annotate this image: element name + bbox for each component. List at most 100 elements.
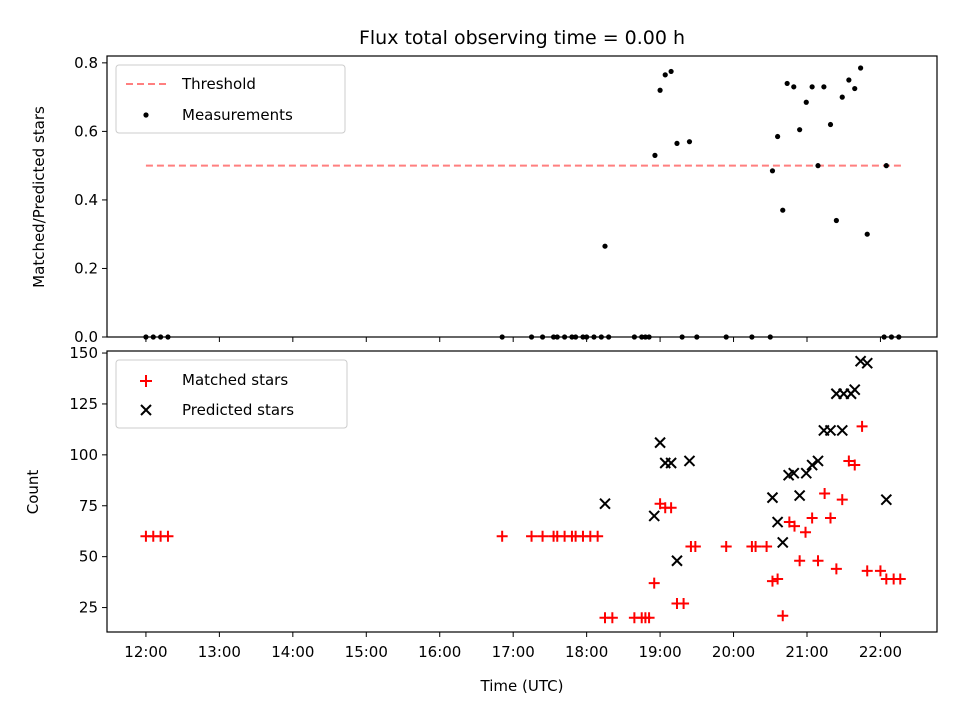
measurement-point bbox=[833, 217, 839, 224]
bottom-x-ticks: 12:00 13:00 14:00 15:00 16:00 17:00 18:00 19:00… bbox=[124, 632, 902, 661]
x-tick-label: 20:00 bbox=[712, 643, 755, 661]
x-tick-label: 18:00 bbox=[565, 643, 608, 661]
predicted-stars-point bbox=[683, 455, 696, 467]
x-tick-label: 22:00 bbox=[859, 643, 902, 661]
predicted-stars-point bbox=[654, 436, 666, 449]
bottom-y-tick-label: 50 bbox=[79, 548, 98, 566]
predicted-stars-point bbox=[812, 455, 824, 467]
matched-stars-point bbox=[648, 577, 660, 589]
measurement-point bbox=[846, 77, 852, 83]
predicted-stars-point bbox=[849, 383, 861, 396]
legend-measurements-label: Measurements bbox=[182, 106, 293, 124]
measurement-point bbox=[657, 87, 663, 93]
predicted-stars-point bbox=[788, 467, 800, 479]
matched-stars-point bbox=[849, 459, 861, 471]
predicted-stars-point bbox=[854, 355, 867, 367]
matched-stars-point bbox=[526, 530, 538, 542]
legend-threshold-label: Threshold bbox=[181, 75, 256, 93]
measurement-point bbox=[827, 121, 834, 128]
measurement-point bbox=[821, 84, 827, 90]
matched-stars-point bbox=[806, 512, 818, 524]
bottom-y-tick-label: 75 bbox=[79, 497, 98, 515]
matched-stars-point bbox=[836, 494, 848, 506]
matched-stars-point bbox=[830, 563, 842, 575]
matched-stars-point bbox=[766, 575, 778, 587]
predicted-stars-point bbox=[806, 459, 818, 471]
bottom-y-tick-label: 25 bbox=[79, 599, 98, 617]
bottom-y-tick-label: 125 bbox=[69, 395, 98, 413]
predicted-stars-point bbox=[800, 467, 812, 479]
measurement-point bbox=[839, 94, 845, 100]
matched-stars-point bbox=[496, 530, 508, 542]
measurement-point bbox=[652, 152, 658, 158]
bottom-y-tick-label: 100 bbox=[69, 446, 98, 464]
x-axis-label: Time (UTC) bbox=[480, 677, 564, 695]
matched-stars-point bbox=[874, 565, 886, 577]
matched-stars-point bbox=[794, 555, 806, 567]
bottom-panel: 25 50 75 100 125 150 12:00 13:00 14:00 15:00 16:0… bbox=[24, 344, 938, 695]
bottom-y-ticks: 25 50 75 100 125 150 bbox=[69, 344, 107, 617]
predicted-stars-point bbox=[836, 424, 848, 437]
matched-stars-point bbox=[162, 530, 174, 542]
matched-stars-point bbox=[606, 612, 618, 624]
matched-stars-point bbox=[772, 573, 784, 585]
matched-stars-point bbox=[789, 520, 801, 532]
predicted-stars-point bbox=[861, 357, 873, 369]
measurement-point bbox=[769, 168, 776, 174]
top-y-axis-label: Matched/Predicted stars bbox=[30, 106, 48, 288]
matched-stars-point bbox=[678, 597, 690, 609]
top-y-tick-label: 0.4 bbox=[74, 191, 98, 209]
x-tick-label: 21:00 bbox=[785, 643, 828, 661]
matched-stars-point bbox=[894, 573, 906, 585]
matched-stars-point bbox=[720, 540, 732, 552]
predicted-stars-point bbox=[648, 510, 660, 522]
measurement-point bbox=[668, 68, 674, 75]
top-y-tick-label: 0.8 bbox=[74, 54, 98, 72]
top-x-ticks bbox=[145, 337, 881, 342]
matched-stars-point bbox=[750, 540, 762, 552]
matched-stars-point bbox=[819, 488, 831, 500]
matched-stars-point bbox=[761, 540, 773, 552]
measurement-point bbox=[852, 85, 858, 92]
measurement-point bbox=[791, 84, 797, 90]
legend-matched-label: Matched stars bbox=[182, 371, 288, 389]
measurement-point bbox=[686, 139, 693, 145]
x-tick-label: 15:00 bbox=[345, 643, 388, 661]
matched-stars-point bbox=[843, 455, 855, 467]
matched-stars-point bbox=[812, 555, 824, 567]
matched-stars-point bbox=[824, 512, 836, 524]
legend-predicted-label: Predicted stars bbox=[182, 401, 294, 419]
matched-stars-point bbox=[592, 530, 604, 542]
x-tick-label: 17:00 bbox=[492, 643, 535, 661]
matched-stars-point bbox=[856, 420, 868, 432]
measurement-point bbox=[674, 140, 680, 146]
chart-title: Flux total observing time = 0.00 h bbox=[359, 27, 685, 49]
predicted-stars-point bbox=[771, 516, 784, 528]
matched-stars-point bbox=[861, 565, 873, 577]
top-y-ticks: 0.0 0.2 0.4 0.6 0.8 bbox=[74, 54, 107, 346]
predicted-stars-point bbox=[599, 498, 611, 510]
bottom-y-axis-label: Count bbox=[24, 470, 42, 515]
top-panel: 0.00.20.40.60.8 Matched/Predicted stars … bbox=[30, 54, 938, 346]
measurement-point bbox=[797, 127, 803, 133]
predicted-stars-point bbox=[777, 536, 789, 549]
matched-stars-point bbox=[777, 610, 789, 622]
measurement-point bbox=[803, 99, 809, 105]
measurement-point bbox=[775, 133, 781, 140]
matched-stars-point bbox=[643, 612, 655, 624]
measurement-point bbox=[602, 243, 608, 249]
measurement-point bbox=[815, 163, 821, 169]
x-tick-label: 13:00 bbox=[198, 643, 241, 661]
measurement-point bbox=[883, 163, 889, 169]
matched-stars-point bbox=[689, 540, 701, 552]
measurement-point bbox=[784, 80, 790, 87]
bottom-plot-area bbox=[140, 355, 906, 624]
measurement-point bbox=[809, 84, 815, 90]
measurement-point bbox=[858, 65, 864, 71]
top-y-tick-label: 0.6 bbox=[74, 122, 98, 140]
top-y-tick-label: 0.0 bbox=[74, 328, 98, 346]
predicted-stars-point bbox=[880, 493, 893, 506]
x-tick-label: 14:00 bbox=[271, 643, 314, 661]
bottom-y-tick-label: 150 bbox=[69, 344, 98, 362]
predicted-stars-point bbox=[665, 457, 677, 469]
